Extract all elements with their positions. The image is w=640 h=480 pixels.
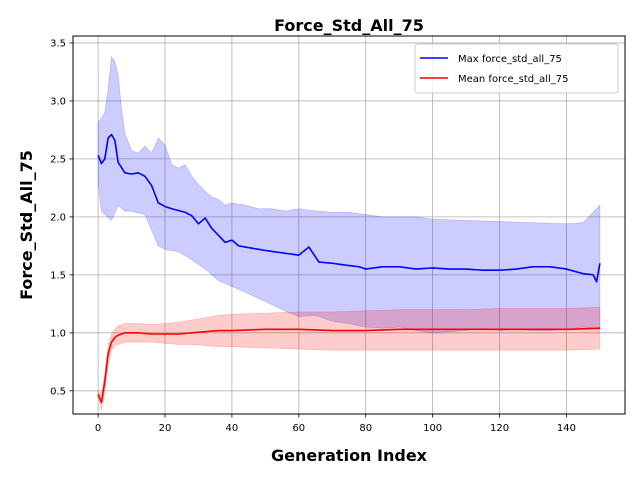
x-tick-label: 20 [159,423,172,434]
y-tick-label: 1.0 [50,328,66,339]
x-ticks: 0 20 40 60 80 100 120 140 [95,414,576,434]
x-tick-label: 80 [359,423,372,434]
y-tick-label: 2.5 [50,154,66,165]
y-tick-label: 1.5 [50,270,66,281]
legend: Max force_std_all_75 Mean force_std_all_… [414,43,619,94]
max-series-band [97,56,601,334]
mean-series-line [97,327,600,404]
legend-box [414,43,619,94]
legend-label-max: Max force_std_all_75 [458,54,562,65]
chart-title: Force_Std_All_75 [274,16,424,35]
x-axis-label: Generation Index [271,446,428,465]
y-tick-label: 3.0 [50,96,66,107]
x-tick-label: 120 [490,423,509,434]
mean-series-band [97,307,601,411]
plot-frame [72,35,626,415]
bands [97,56,601,411]
x-tick-label: 60 [292,423,305,434]
y-tick-label: 0.5 [50,386,66,397]
grid [73,36,625,414]
y-tick-label: 2.0 [50,212,66,223]
legend-label-mean: Mean force_std_all_75 [458,74,569,85]
x-tick-label: 0 [95,423,101,434]
y-tick-label: 3.5 [50,38,66,49]
lines [97,133,601,404]
y-axis-label: Force_Std_All_75 [17,150,36,300]
x-tick-label: 140 [557,423,576,434]
x-tick-label: 40 [226,423,239,434]
y-ticks: 0.5 1.0 1.5 2.0 2.5 3.0 3.5 [50,38,73,397]
max-series-line [97,133,601,283]
x-tick-label: 100 [423,423,442,434]
